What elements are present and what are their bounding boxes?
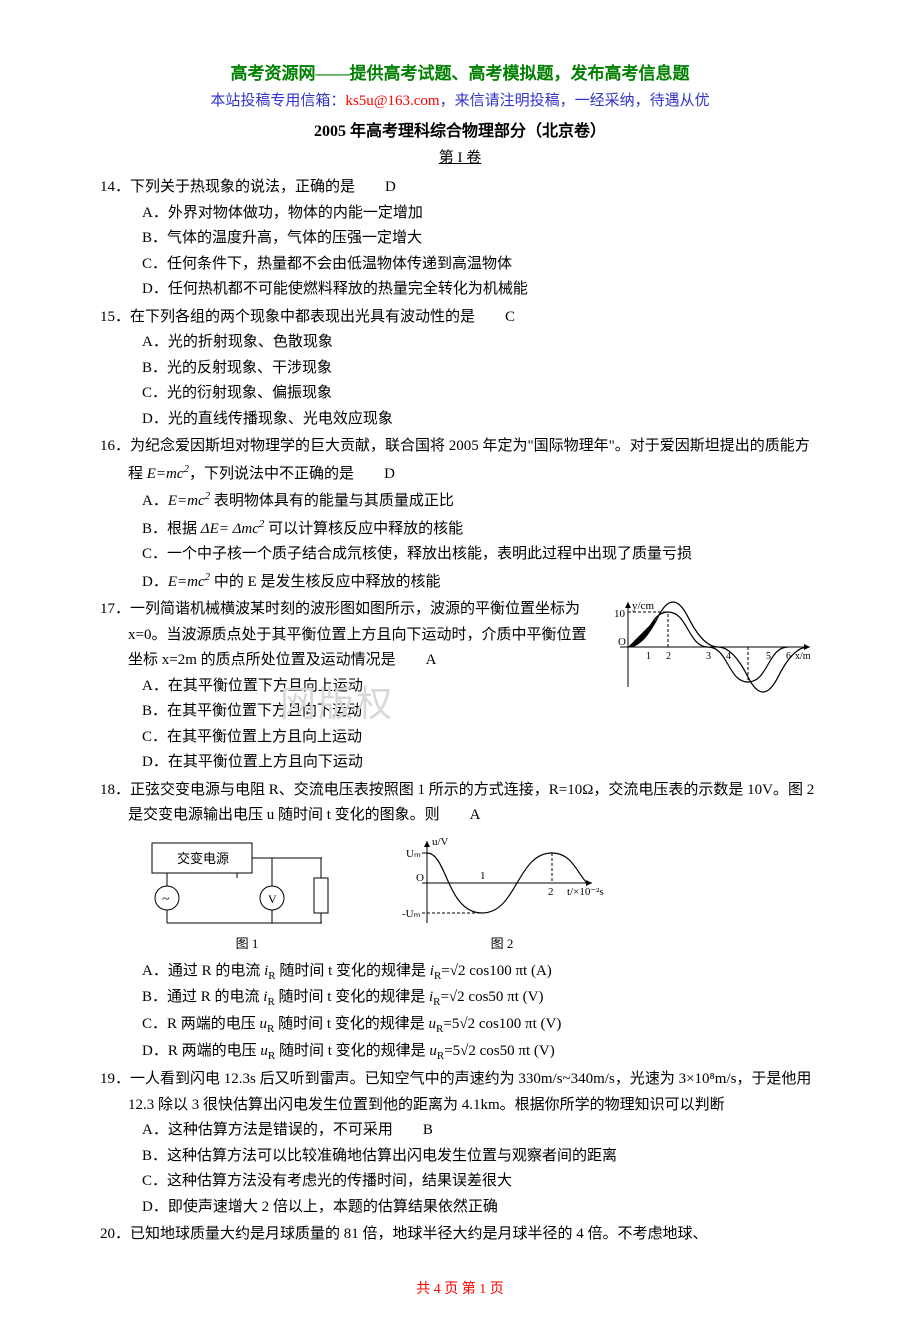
svg-text:1: 1 (480, 870, 486, 882)
svg-text:u/V: u/V (432, 836, 449, 848)
q15-answer: C (505, 309, 515, 325)
submission-info: 本站投稿专用信箱：ks5u@163.com，来信请注明投稿，一经采纳，待遇从优 (100, 89, 820, 115)
q15-option-c: C．光的衍射现象、偏振现象 (142, 381, 820, 407)
question-20: 20．已知地球质量大约是月球质量的 81 倍，地球半径大约是月球半径的 4 倍。… (100, 1222, 820, 1248)
q16-option-c: C．一个中子核一个质子结合成氘核使，释放出核能，表明此过程中出现了质量亏损 (142, 542, 820, 568)
q14-option-b: B．气体的温度升高，气体的压强一定增大 (142, 226, 820, 252)
q15-option-b: B．光的反射现象、干涉现象 (142, 356, 820, 382)
q17-stem: 一列简谐机械横波某时刻的波形图如图所示，波源的平衡位置坐标为 x=0。当波源质点… (128, 601, 586, 668)
svg-text:O: O (618, 636, 626, 648)
site-title: 高考资源网——提供高考试题、高考模拟题，发布高考信息题 (100, 60, 820, 89)
svg-text:1: 1 (646, 651, 651, 662)
svg-text:x/m: x/m (795, 651, 811, 662)
question-14: 14．下列关于热现象的说法，正确的是D A．外界对物体做功，物体的内能一定增加 … (100, 175, 820, 303)
q14-answer: D (385, 179, 396, 195)
svg-text:交变电源: 交变电源 (177, 851, 229, 866)
svg-text:Uₘ: Uₘ (406, 848, 421, 860)
q16-num: 16． (100, 438, 130, 454)
q17-option-c: C．在其平衡位置上方且向上运动 (142, 725, 820, 751)
q15-stem: 在下列各组的两个现象中都表现出光具有波动性的是 (130, 309, 475, 325)
svg-text:6: 6 (786, 651, 791, 662)
q19-option-d: D．即使声速增大 2 倍以上，本题的估算结果依然正确 (142, 1195, 820, 1221)
q19-option-a: A．这种估算方法是错误的，不可采用B (142, 1118, 820, 1144)
q16-stem-b: ，下列说法中不正确的是 (189, 466, 354, 482)
q15-option-a: A．光的折射现象、色散现象 (142, 330, 820, 356)
circuit-svg: 交变电源 ~ V (142, 833, 352, 933)
q18-option-c: C．R 两端的电压 uR 随时间 t 变化的规律是 uR=5√2 cos100 … (142, 1012, 820, 1039)
q19-num: 19． (100, 1071, 130, 1087)
q17-option-b: B．在其平衡位置下方且向下运动 (142, 699, 820, 725)
q18-circuit-figure: 交变电源 ~ V (142, 833, 352, 955)
svg-text:3: 3 (706, 651, 711, 662)
submission-email: ks5u@163.com (345, 93, 439, 109)
exam-title: 2005 年高考理科综合物理部分（北京卷） (100, 118, 820, 145)
q19-stem: 一人看到闪电 12.3s 后又听到雷声。已知空气中的声速约为 330m/s~34… (128, 1071, 811, 1113)
q19-option-b: B．这种估算方法可以比较准确地估算出闪电发生位置与观察者间的距离 (142, 1144, 820, 1170)
svg-text:t/×10⁻²s: t/×10⁻²s (567, 886, 604, 898)
q18-num: 18． (100, 782, 130, 798)
q20-stem: 已知地球质量大约是月球质量的 81 倍，地球半径大约是月球半径的 4 倍。不考虑… (130, 1226, 708, 1242)
q16-answer: D (384, 466, 395, 482)
q18-option-d: D．R 两端的电压 uR 随时间 t 变化的规律是 uR=5√2 cos50 π… (142, 1039, 820, 1066)
svg-text:~: ~ (162, 892, 170, 907)
svg-text:2: 2 (666, 651, 671, 662)
q16-eq: E=mc2 (147, 466, 189, 482)
q19-option-c: C．这种估算方法没有考虑光的传播时间，结果误差很大 (142, 1169, 820, 1195)
submission-prefix: 本站投稿专用信箱： (210, 93, 345, 109)
question-18: 18．正弦交变电源与电阻 R、交流电压表按照图 1 所示的方式连接，R=10Ω，… (100, 778, 820, 1066)
svg-text:4: 4 (726, 651, 731, 662)
question-19: 19．一人看到闪电 12.3s 后又听到雷声。已知空气中的声速约为 330m/s… (100, 1067, 820, 1220)
question-17: y/cm 10 O 1 2 3 4 5 6 x/m 17．一列简谐机械横波某时刻… (100, 597, 820, 776)
q14-option-d: D．任何热机都不可能使燃料释放的热量完全转化为机械能 (142, 277, 820, 303)
svg-text:O: O (416, 872, 424, 884)
graph-svg: u/V Uₘ -Uₘ O 1 2 t/×10⁻²s (392, 833, 612, 933)
q17-option-a: A．在其平衡位置下方且向上运动 (142, 674, 820, 700)
q17-option-d: D．在其平衡位置上方且向下运动 (142, 750, 820, 776)
q17-answer: A (426, 652, 437, 668)
q16-option-b: B．根据 ΔE= Δmc2 可以计算核反应中释放的核能 (142, 515, 820, 543)
q18-option-a: A．通过 R 的电流 iR 随时间 t 变化的规律是 iR=√2 cos100 … (142, 959, 820, 986)
svg-text:-Uₘ: -Uₘ (402, 908, 421, 920)
q14-stem: 下列关于热现象的说法，正确的是 (130, 179, 355, 195)
q14-num: 14． (100, 179, 130, 195)
svg-text:10: 10 (614, 608, 626, 620)
q16-option-a: A．E=mc2 表明物体具有的能量与其质量成正比 (142, 487, 820, 515)
question-15: 15．在下列各组的两个现象中都表现出光具有波动性的是 C A．光的折射现象、色散现… (100, 305, 820, 433)
q16-option-d: D．E=mc2 中的 E 是发生核反应中释放的核能 (142, 568, 820, 596)
q14-option-a: A．外界对物体做功，物体的内能一定增加 (142, 201, 820, 227)
page-footer: 共 4 页 第 1 页 (100, 1278, 820, 1302)
q14-option-c: C．任何条件下，热量都不会由低温物体传递到高温物体 (142, 252, 820, 278)
svg-text:V: V (268, 892, 277, 906)
submission-suffix: ，来信请注明投稿，一经采纳，待遇从优 (440, 93, 710, 109)
q15-num: 15． (100, 309, 130, 325)
q17-num: 17． (100, 601, 130, 617)
graph-caption: 图 2 (392, 933, 612, 955)
q18-option-b: B．通过 R 的电流 iR 随时间 t 变化的规律是 iR=√2 cos50 π… (142, 985, 820, 1012)
question-16: 16．为纪念爱因斯坦对物理学的巨大贡献，联合国将 2005 年定为"国际物理年"… (100, 434, 820, 595)
q18-answer: A (470, 807, 481, 823)
q19-answer: B (423, 1122, 433, 1138)
svg-text:5: 5 (766, 651, 771, 662)
volume-label: 第 I 卷 (100, 146, 820, 172)
circuit-caption: 图 1 (142, 933, 352, 955)
svg-text:y/cm: y/cm (632, 600, 654, 612)
q20-num: 20． (100, 1226, 130, 1242)
svg-text:2: 2 (548, 886, 554, 898)
q18-graph-figure: u/V Uₘ -Uₘ O 1 2 t/×10⁻²s 图 2 (392, 833, 612, 955)
q15-option-d: D．光的直线传播现象、光电效应现象 (142, 407, 820, 433)
